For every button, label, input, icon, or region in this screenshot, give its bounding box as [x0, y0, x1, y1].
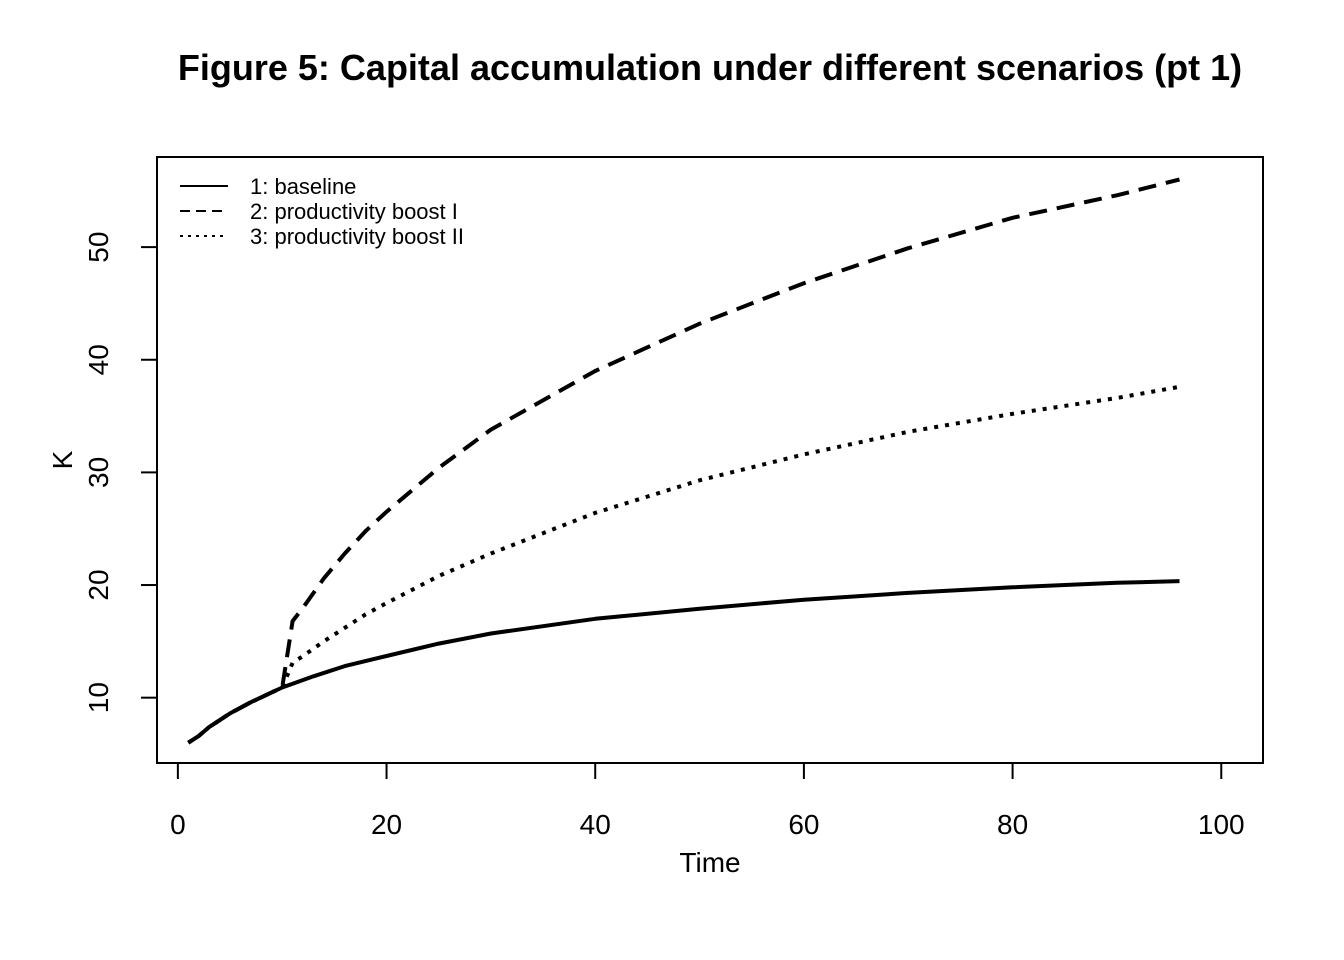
series-line-1 [187, 579, 1180, 745]
legend-label-2: 2: productivity boost I [250, 199, 458, 224]
x-tick-label: 80 [997, 809, 1028, 840]
legend-label-1: 1: baseline [250, 174, 356, 199]
legend-label-3: 3: productivity boost II [250, 224, 464, 249]
x-axis-label: Time [679, 847, 740, 878]
x-tick-label: 40 [580, 809, 611, 840]
x-tick-label: 100 [1198, 809, 1245, 840]
y-tick-label: 30 [83, 457, 114, 488]
y-tick-label: 20 [83, 569, 114, 600]
chart-title: Figure 5: Capital accumulation under dif… [178, 47, 1242, 88]
series-line-2 [187, 177, 1180, 745]
x-tick-label: 0 [170, 809, 186, 840]
series-layer [187, 177, 1180, 745]
series-line-3 [187, 384, 1180, 745]
y-tick-label: 40 [83, 344, 114, 375]
y-tick-label: 10 [83, 682, 114, 713]
y-axis: 10 20 30 40 50 [83, 232, 158, 713]
y-axis-label: K [47, 450, 78, 469]
y-tick-label: 50 [83, 232, 114, 263]
x-axis: 0 20 40 60 80 100 [170, 762, 1245, 840]
x-tick-label: 20 [371, 809, 402, 840]
x-tick-label: 60 [788, 809, 819, 840]
